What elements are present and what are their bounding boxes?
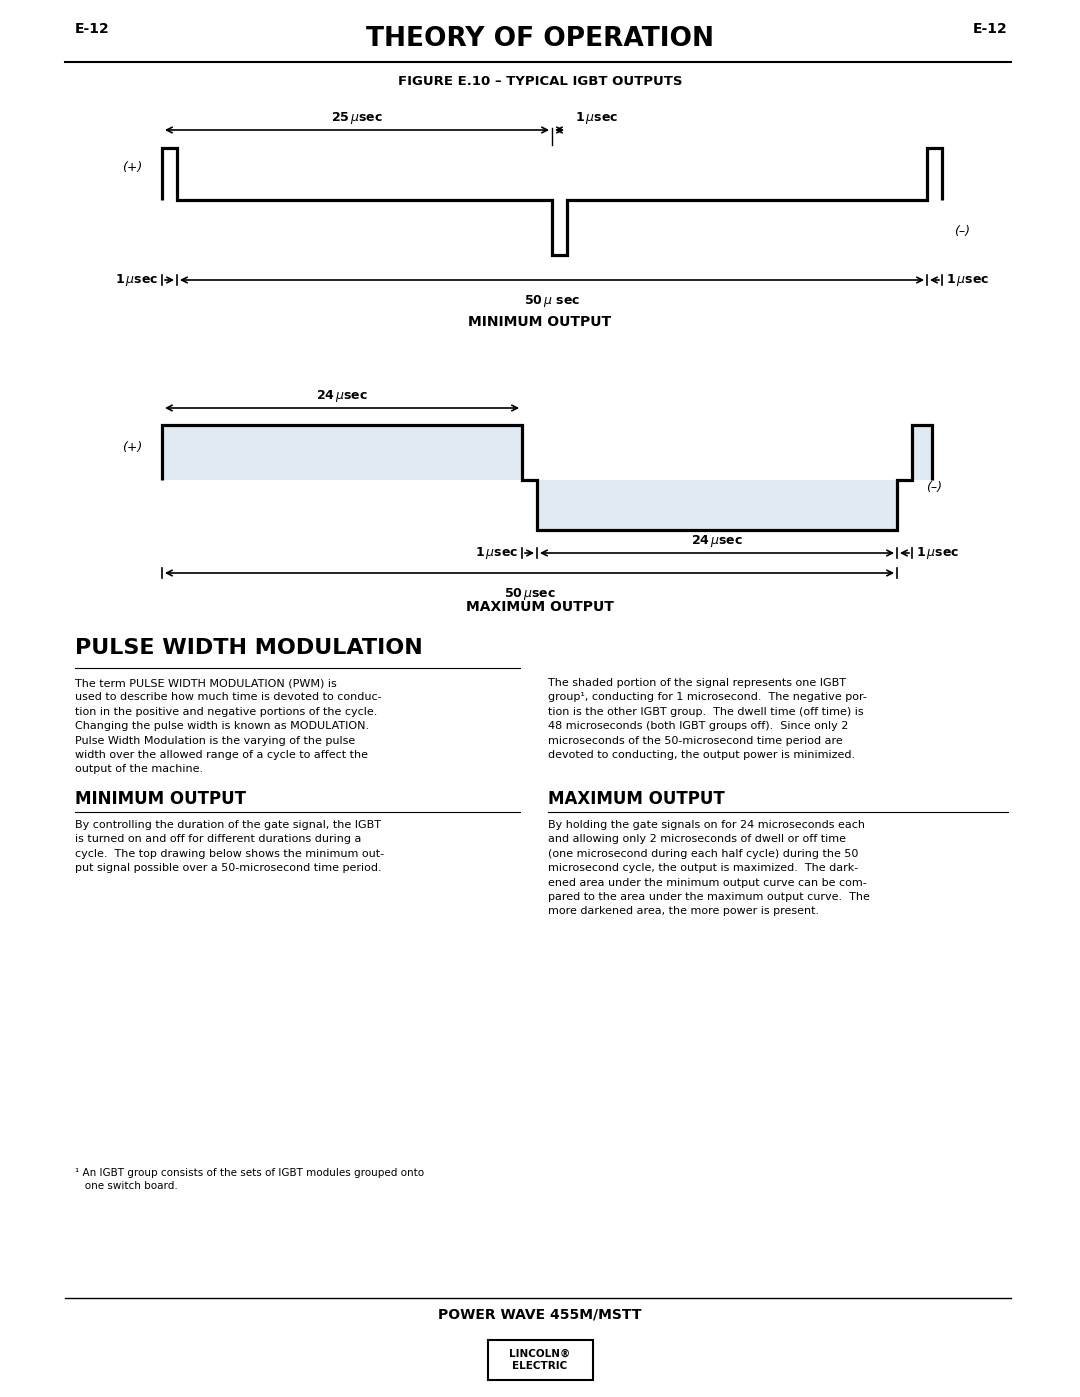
Bar [487,1340,593,1380]
Text: 24$\,\mu$sec: 24$\,\mu$sec [316,388,368,404]
Text: The term PULSE WIDTH MODULATION (PWM) is
used to describe how much time is devot: The term PULSE WIDTH MODULATION (PWM) is… [75,678,381,774]
Text: (–): (–) [926,482,942,495]
Text: Return to Section TOC: Return to Section TOC [4,124,13,225]
Text: 25$\,\mu$sec: 25$\,\mu$sec [332,110,383,126]
Text: Return to Master TOC: Return to Master TOC [22,475,30,573]
Text: Return to Master TOC: Return to Master TOC [22,126,30,224]
Text: MINIMUM OUTPUT: MINIMUM OUTPUT [469,314,611,330]
Bar [162,425,522,481]
Text: By controlling the duration of the gate signal, the IGBT
is turned on and off fo: By controlling the duration of the gate … [75,820,384,873]
Text: 1$\,\mu$sec: 1$\,\mu$sec [946,272,989,288]
Text: 50$\,\mu$ sec: 50$\,\mu$ sec [524,293,580,309]
Text: 1$\,\mu$sec: 1$\,\mu$sec [916,545,959,562]
Text: MAXIMUM OUTPUT: MAXIMUM OUTPUT [548,789,725,807]
Text: ¹ An IGBT group consists of the sets of IGBT modules grouped onto
   one switch : ¹ An IGBT group consists of the sets of … [75,1168,424,1192]
Bar [912,425,932,481]
Text: POWER WAVE 455M/MSTT: POWER WAVE 455M/MSTT [438,1308,642,1322]
Text: The shaded portion of the signal represents one IGBT
group¹, conducting for 1 mi: The shaded portion of the signal represe… [548,678,867,760]
Text: (–): (–) [954,225,970,239]
Text: 1$\,\mu$sec: 1$\,\mu$sec [114,272,158,288]
Text: THEORY OF OPERATION: THEORY OF OPERATION [366,27,714,52]
Text: Return to Section TOC: Return to Section TOC [4,823,13,923]
Text: Return to Section TOC: Return to Section TOC [4,1172,13,1273]
Text: Return to Section TOC: Return to Section TOC [4,474,13,574]
Text: 1$\,\mu$sec: 1$\,\mu$sec [475,545,518,562]
Text: (+): (+) [122,161,141,173]
Text: 24$\,\mu$sec: 24$\,\mu$sec [691,534,743,549]
Text: Return to Master TOC: Return to Master TOC [22,1173,30,1271]
Text: FIGURE E.10 – TYPICAL IGBT OUTPUTS: FIGURE E.10 – TYPICAL IGBT OUTPUTS [397,75,683,88]
Text: By holding the gate signals on for 24 microseconds each
and allowing only 2 micr: By holding the gate signals on for 24 mi… [548,820,869,916]
Text: PULSE WIDTH MODULATION: PULSE WIDTH MODULATION [75,638,422,658]
Text: MINIMUM OUTPUT: MINIMUM OUTPUT [75,789,246,807]
Text: 1$\,\mu$sec: 1$\,\mu$sec [575,110,618,126]
Text: E-12: E-12 [973,22,1008,36]
Text: E-12: E-12 [75,22,110,36]
Text: Return to Master TOC: Return to Master TOC [22,824,30,922]
Text: LINCOLN®
ELECTRIC: LINCOLN® ELECTRIC [510,1350,570,1370]
Text: (+): (+) [122,440,141,454]
Bar [537,481,897,529]
Text: MAXIMUM OUTPUT: MAXIMUM OUTPUT [467,599,613,615]
Text: 50$\,\mu$sec: 50$\,\mu$sec [503,585,555,602]
